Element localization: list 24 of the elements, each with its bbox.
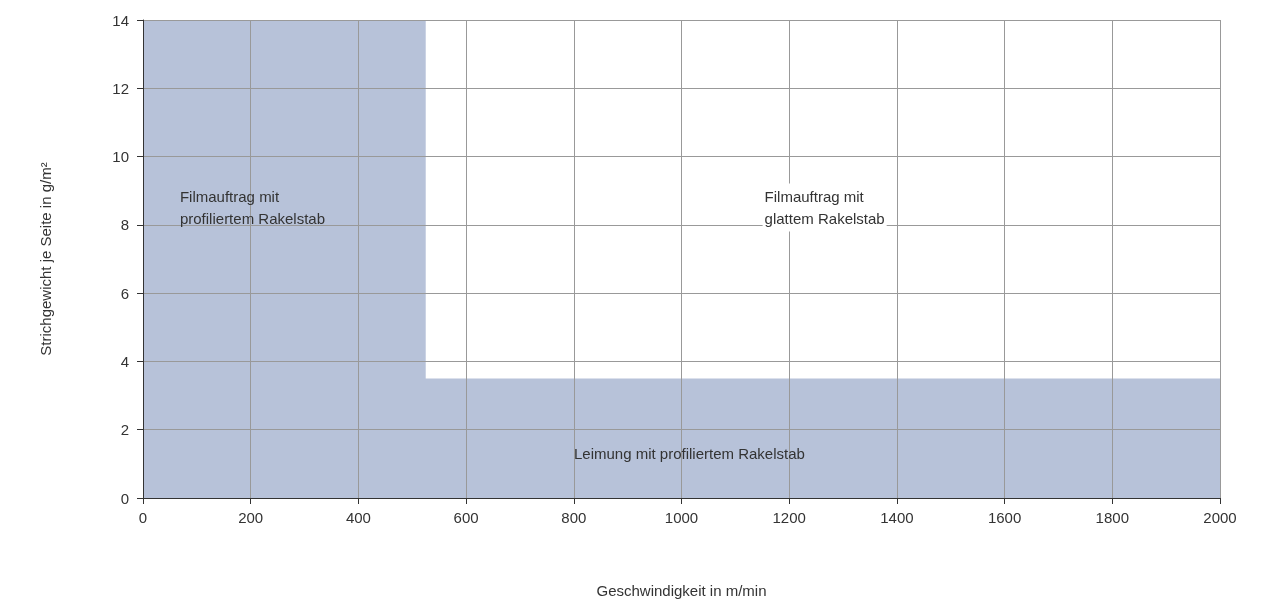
y-tick-label: 0: [120, 489, 129, 507]
y-tick-label: 14: [112, 11, 129, 29]
y-tick-label: 4: [120, 352, 129, 370]
x-tick-label: 1200: [772, 509, 806, 526]
x-axis-title: Geschwindigkeit in m/min: [596, 582, 767, 599]
y-axis-title: Strichgewicht je Seite in g/m²: [37, 162, 54, 356]
y-tick-label: 12: [112, 79, 129, 97]
x-tick-label: 1400: [880, 509, 914, 526]
y-tick-label: 2: [120, 421, 129, 439]
annotation: Leimung mit profiliertem Rakelstab: [573, 445, 805, 463]
x-tick-label: 200: [238, 509, 264, 526]
x-tick-label: 400: [345, 509, 371, 526]
x-tick-label: 600: [453, 509, 479, 526]
annotation: Filmauftrag mit profiliertem Rakelstab: [179, 188, 325, 228]
x-tick-label: 1600: [987, 509, 1022, 526]
x-tick-label: 2000: [1203, 509, 1237, 526]
x-tick-label: 1000: [664, 509, 699, 526]
x-tick-label: 0: [138, 509, 148, 526]
y-tick-label: 6: [120, 284, 129, 302]
y-tick-label: 10: [112, 148, 129, 166]
annotation: Filmauftrag mit glattem Rakelstab: [764, 188, 885, 228]
x-tick-label: 800: [561, 509, 587, 526]
x-tick-label: 1800: [1095, 509, 1129, 526]
y-tick-label: 8: [120, 216, 129, 234]
